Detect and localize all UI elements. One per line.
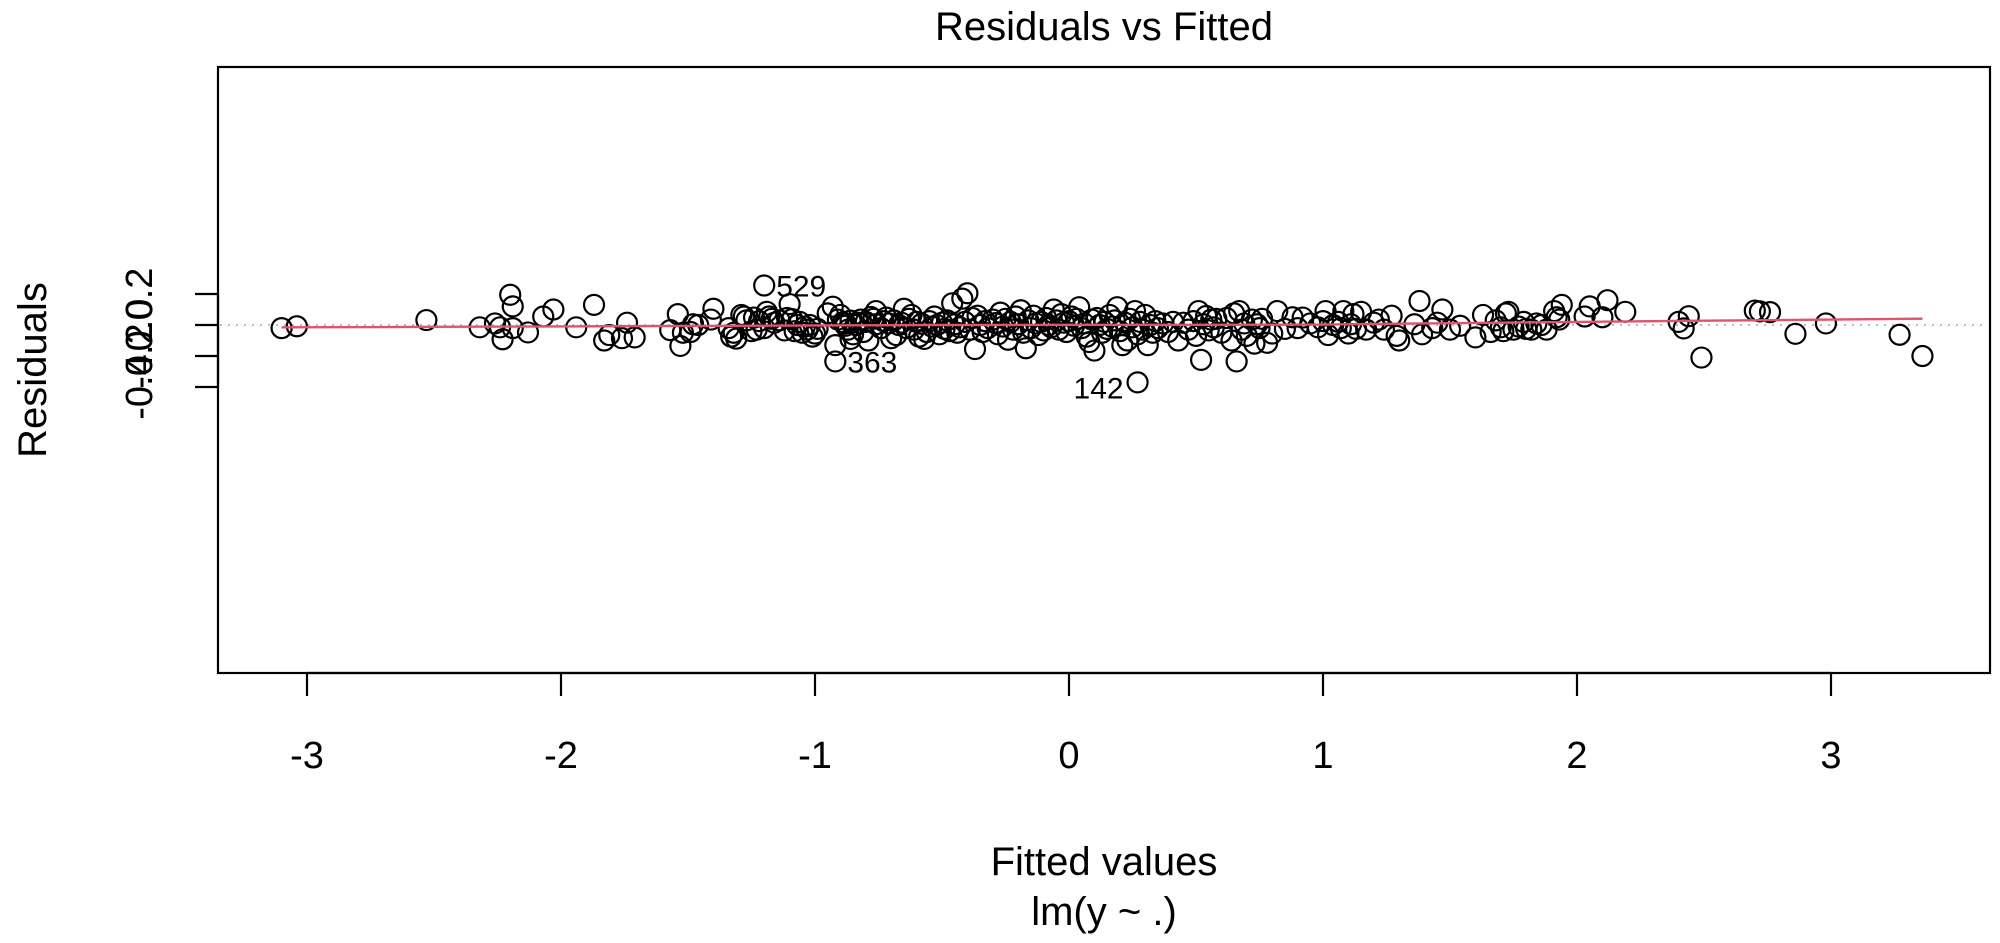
plot-frame (216, 65, 1992, 675)
data-point (880, 327, 903, 350)
data-point (1225, 350, 1248, 373)
data-point (1123, 299, 1147, 323)
data-point (582, 293, 606, 316)
data-point (542, 298, 565, 321)
data-point (951, 287, 974, 310)
data-point (516, 321, 540, 344)
data-point (778, 292, 801, 316)
data-point (699, 308, 722, 331)
data-point (1273, 317, 1297, 340)
data-point (1784, 322, 1807, 345)
data-point (499, 283, 522, 306)
data-point (666, 303, 689, 326)
x-tick-label: -1 (798, 735, 832, 777)
data-point (598, 323, 621, 347)
data-point (1068, 296, 1091, 319)
y-tick-label: -0.2 (119, 323, 161, 388)
data-point (1690, 346, 1713, 369)
labeled-data-point (1126, 371, 1149, 394)
y-tick-label: 0.2 (119, 268, 161, 321)
data-point (821, 295, 844, 318)
chart-title: Residuals vs Fitted (935, 5, 1273, 49)
data-point (1677, 305, 1700, 328)
data-point (1911, 344, 1934, 368)
data-point (1332, 299, 1355, 323)
data-point (1614, 300, 1637, 323)
data-point (1146, 317, 1170, 340)
data-point (1591, 306, 1614, 329)
y-tick-label: 0.0 (119, 299, 161, 352)
y-axis-label: Residuals (11, 282, 55, 458)
x-tick-label: -2 (544, 735, 578, 777)
x-axis-label: Fitted values (991, 840, 1218, 884)
x-axis: -3 -2 -1 0 1 2 3 (290, 671, 1842, 777)
data-point (623, 326, 646, 349)
data-point (669, 334, 692, 358)
data-point (1014, 337, 1037, 360)
data-point (610, 327, 634, 350)
data-point (1372, 318, 1396, 341)
data-point (1385, 324, 1408, 347)
data-point (941, 292, 964, 315)
data-point (1672, 317, 1695, 340)
x-tick-label: 0 (1058, 735, 1079, 777)
data-point (1814, 312, 1838, 335)
x-tick-label: -3 (290, 735, 324, 777)
data-point (803, 322, 827, 345)
data-point (1888, 323, 1911, 346)
point-id-label: 363 (847, 346, 897, 379)
data-point (1596, 289, 1619, 312)
data-point (1758, 301, 1782, 324)
x-tick-label: 2 (1566, 735, 1587, 777)
data-point (1421, 317, 1444, 340)
data-point (1111, 334, 1134, 357)
data-point (1388, 329, 1411, 352)
data-point (996, 328, 1020, 351)
data-point (501, 317, 524, 340)
data-point (702, 297, 725, 320)
data-point (1438, 318, 1462, 341)
data-point (1408, 289, 1431, 313)
data-point (1314, 299, 1337, 323)
data-point (501, 295, 524, 318)
data-point (1573, 305, 1596, 328)
smooth-line (281, 317, 1923, 329)
data-point (1431, 298, 1454, 321)
data-point (1449, 314, 1472, 337)
data-point (1329, 317, 1352, 340)
data-point (593, 329, 616, 352)
x-tick-label: 1 (1312, 735, 1333, 777)
y-axis: -0.4-0.20.00.2 (119, 268, 220, 420)
point-id-label: 529 (776, 270, 826, 303)
data-point (1550, 293, 1573, 316)
data-point (1367, 308, 1390, 331)
data-point (1548, 308, 1571, 331)
data-point (806, 317, 829, 340)
x-tick-label: 3 (1820, 735, 1841, 777)
data-point (1545, 306, 1568, 329)
data-point (1380, 304, 1403, 327)
data-point (1240, 308, 1263, 331)
data-point (1464, 326, 1487, 349)
point-id-label: 142 (1074, 372, 1124, 405)
data-point (1121, 316, 1144, 339)
point-labels: 529 363 142 (753, 270, 1149, 405)
data-point (415, 308, 438, 332)
data-point (1520, 318, 1543, 341)
labeled-data-point (753, 274, 776, 297)
y-tick-label: -0.4 (119, 354, 161, 419)
labeled-data-point (824, 350, 847, 373)
data-point (956, 282, 979, 305)
data-point (1197, 319, 1220, 342)
data-point (1189, 348, 1213, 371)
chart-subtitle: lm(y ~ .) (1031, 890, 1177, 934)
data-point (824, 334, 847, 357)
